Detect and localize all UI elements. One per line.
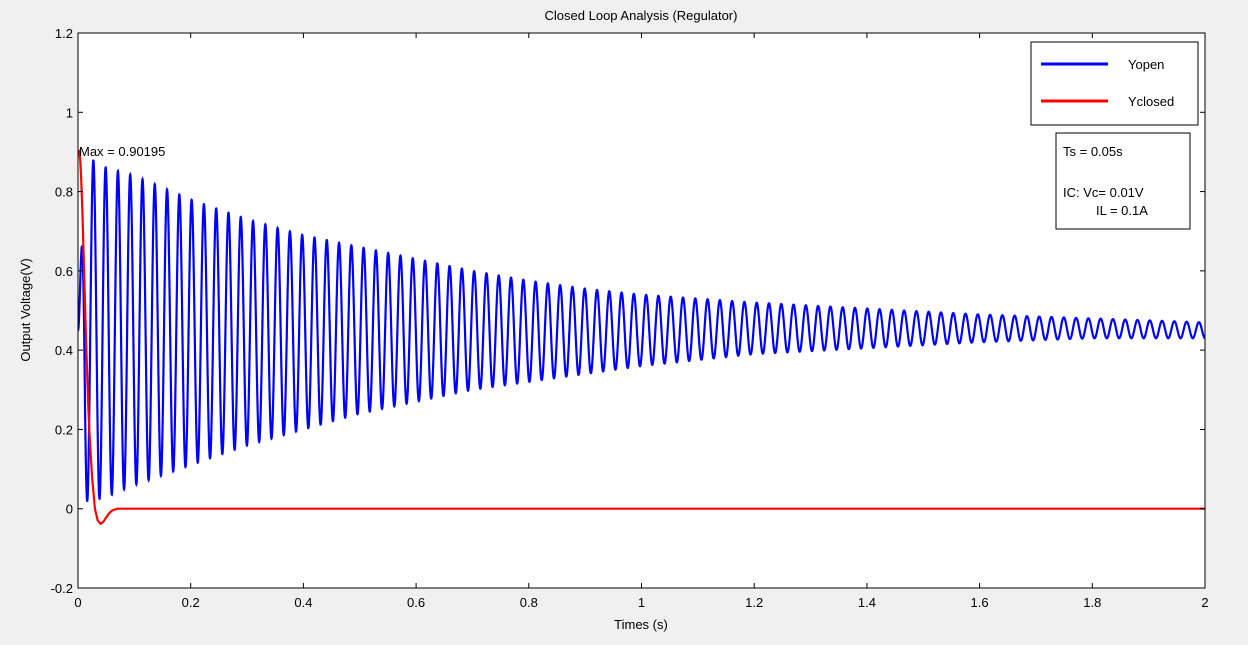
y-tick-label: 0.2 (55, 422, 73, 437)
x-tick-label: 0.6 (407, 595, 425, 610)
y-tick-label: 0.8 (55, 185, 73, 200)
info-box: Ts = 0.05s IC: Vc= 0.01V IL = 0.1A (1055, 132, 1191, 230)
legend-label-yclosed: Yclosed (1128, 94, 1174, 109)
y-axis-label: Output Voltage(V) (18, 258, 33, 361)
series-line-yclosed (78, 149, 1205, 526)
x-tick-label: 0.8 (520, 595, 538, 610)
x-tick-label: 1.6 (971, 595, 989, 610)
x-tick-label: 1.8 (1083, 595, 1101, 610)
ticks-layer: 0 0.2 0.4 0.6 0.8 1 1.2 1.4 1.6 1.8 2-0.200.20.40.… (51, 26, 1209, 610)
x-tick-label: 2 (1201, 595, 1208, 610)
y-tick-label: 0.6 (55, 264, 73, 279)
y-tick-label: 1 (66, 105, 73, 120)
series-line-yopen (78, 159, 1205, 503)
y-tick-label: -0.2 (51, 581, 73, 596)
info-ic-il: IL = 0.1A (1096, 203, 1148, 218)
x-tick-label: 0.2 (182, 595, 200, 610)
legend-label-yopen: Yopen (1128, 57, 1164, 72)
y-tick-label: 1.2 (55, 26, 73, 41)
x-tick-label: 1.4 (858, 595, 876, 610)
x-tick-label: 0.4 (294, 595, 312, 610)
x-tick-label: 1 (638, 595, 645, 610)
info-ic-vc: IC: Vc= 0.01V (1063, 185, 1144, 200)
x-axis-label: Times (s) (614, 617, 668, 632)
legend: Yopen Yclosed (1030, 41, 1199, 126)
legend-box (1030, 41, 1199, 126)
plot-area (78, 33, 1205, 588)
info-ts: Ts = 0.05s (1063, 144, 1123, 159)
chart-title: Closed Loop Analysis (Regulator) (545, 8, 738, 23)
info-box-frame (1055, 132, 1191, 230)
series-layer (78, 149, 1205, 526)
x-tick-label: 1.2 (745, 595, 763, 610)
y-tick-label: 0.4 (55, 343, 73, 358)
x-tick-label: 0 (74, 595, 81, 610)
max-annotation: Max = 0.90195 (79, 144, 165, 159)
y-tick-label: 0 (66, 502, 73, 517)
